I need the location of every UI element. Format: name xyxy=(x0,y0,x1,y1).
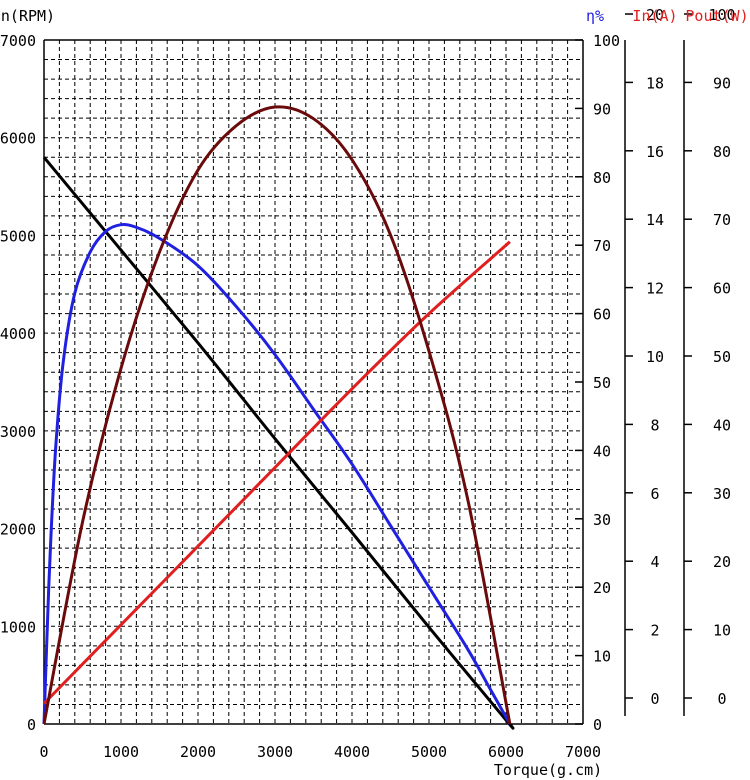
current-tick-label: 14 xyxy=(646,211,664,229)
efficiency-tick-label: 50 xyxy=(593,374,611,392)
speed-tick-label: 7000 xyxy=(0,32,36,50)
axes xyxy=(43,13,692,725)
efficiency-tick-label: 10 xyxy=(593,648,611,666)
current-tick-label: 4 xyxy=(650,553,659,571)
current-tick-label: 12 xyxy=(646,280,664,298)
x-tick-label: 2000 xyxy=(180,743,216,761)
current-tick-label: 8 xyxy=(650,416,659,434)
current-tick-label: 6 xyxy=(650,485,659,503)
power-tick-label: 50 xyxy=(713,348,731,366)
power-axis-title: Pout(W) xyxy=(685,7,748,25)
efficiency-tick-label: 60 xyxy=(593,306,611,324)
efficiency-tick-label: 100 xyxy=(593,32,620,50)
power-tick-label: 10 xyxy=(713,622,731,640)
current-tick-label: 0 xyxy=(650,690,659,708)
speed-curve xyxy=(42,156,515,730)
power-tick-label: 30 xyxy=(713,485,731,503)
current-tick-label: 16 xyxy=(646,143,664,161)
x-tick-label: 5000 xyxy=(411,743,447,761)
power-tick-label: 60 xyxy=(713,280,731,298)
speed-tick-label: 6000 xyxy=(0,130,36,148)
x-axis-title: Torque(g.cm) xyxy=(494,761,602,779)
x-tick-label: 4000 xyxy=(334,743,370,761)
labels: 0 1000 2000 3000 4000 5000 6000 7000Torque(g.cm… xyxy=(0,6,749,779)
current-tick-label: 10 xyxy=(646,348,664,366)
power-curve xyxy=(42,105,512,725)
efficiency-tick-label: 0 xyxy=(593,716,602,734)
current-axis-title: In(A) xyxy=(632,7,677,25)
current-curve xyxy=(42,240,511,705)
speed-tick-label: 4000 xyxy=(0,325,36,343)
current-tick-label: 2 xyxy=(650,622,659,640)
efficiency-curve xyxy=(42,223,512,725)
power-tick-label: 0 xyxy=(717,690,726,708)
efficiency-tick-label: 90 xyxy=(593,100,611,118)
x-tick-label: 0 xyxy=(39,743,48,761)
efficiency-axis-title: η% xyxy=(586,7,604,25)
x-tick-label: 3000 xyxy=(257,743,293,761)
power-tick-label: 20 xyxy=(713,553,731,571)
current-tick-label: 18 xyxy=(646,74,664,92)
power-tick-label: 70 xyxy=(713,211,731,229)
efficiency-tick-label: 30 xyxy=(593,511,611,529)
power-tick-label: 90 xyxy=(713,74,731,92)
speed-tick-label: 3000 xyxy=(0,423,36,441)
speed-tick-label: 2000 xyxy=(0,521,36,539)
efficiency-tick-label: 40 xyxy=(593,442,611,460)
speed-tick-label: 1000 xyxy=(0,618,36,636)
power-tick-label: 100 xyxy=(708,6,735,24)
efficiency-tick-label: 80 xyxy=(593,169,611,187)
speed-axis-title: n(RPM) xyxy=(1,7,55,25)
speed-tick-label: 0 xyxy=(27,716,36,734)
grid xyxy=(44,40,583,724)
x-tick-label: 7000 xyxy=(565,743,601,761)
current-tick-label: 20 xyxy=(646,6,664,24)
speed-tick-label: 5000 xyxy=(0,227,36,245)
x-tick-label: 6000 xyxy=(488,743,524,761)
series xyxy=(42,105,515,730)
power-tick-label: 80 xyxy=(713,143,731,161)
efficiency-tick-label: 70 xyxy=(593,237,611,255)
efficiency-tick-label: 20 xyxy=(593,579,611,597)
x-tick-label: 1000 xyxy=(103,743,139,761)
power-tick-label: 40 xyxy=(713,416,731,434)
